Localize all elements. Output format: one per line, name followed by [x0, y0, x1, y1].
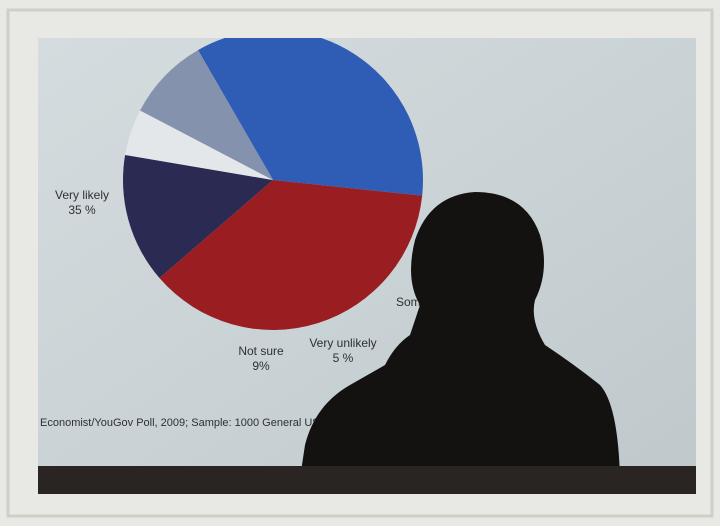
- chart: [122, 38, 423, 331]
- slice-label: Not sure: [238, 344, 284, 358]
- frame-edge: [6, 8, 714, 518]
- silhouette: [300, 192, 620, 478]
- pie-slice: [140, 50, 273, 180]
- value-label: 9%: [252, 359, 270, 373]
- pie-slice: [159, 180, 423, 331]
- pie-slice: [125, 110, 274, 180]
- source-note: Economist/YouGov Poll, 2009; Sample: 100…: [40, 417, 330, 429]
- value-label: 35 %: [68, 203, 96, 217]
- pie-slice: [198, 38, 423, 196]
- value-label: 5 %: [333, 351, 354, 365]
- slice-label: Very unlikely: [309, 336, 376, 350]
- screen-base: [38, 466, 696, 494]
- pie-slice: [122, 154, 273, 279]
- slice-label: Very likely: [55, 188, 109, 202]
